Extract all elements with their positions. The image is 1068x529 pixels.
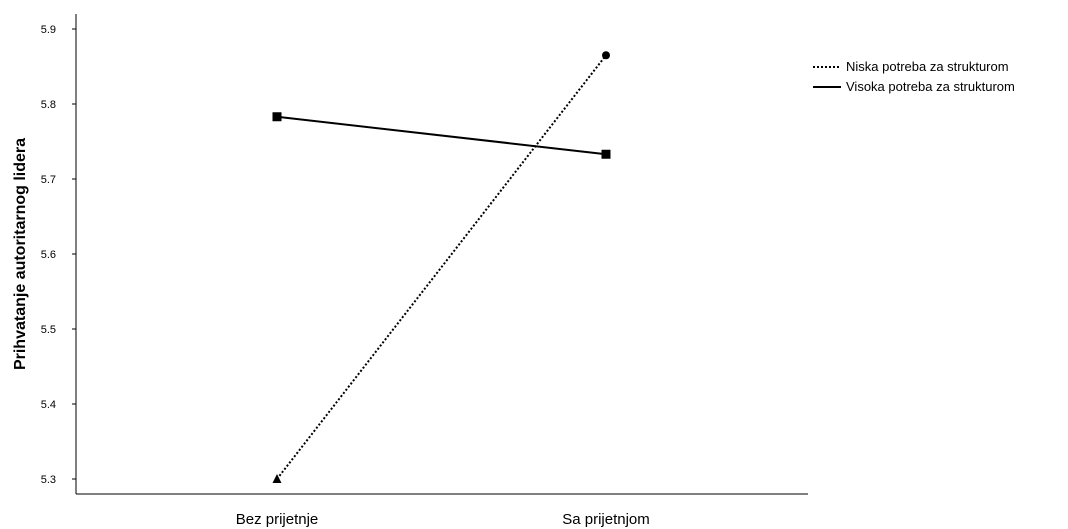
y-tick-label: 5.7 xyxy=(41,174,56,186)
legend: Niska potreba za strukturom Visoka potreb… xyxy=(813,59,1015,94)
y-tick-label: 5.6 xyxy=(41,249,56,261)
series-0 xyxy=(272,51,610,483)
data-point-marker xyxy=(272,474,282,483)
data-point-marker xyxy=(272,112,282,122)
legend-label: Visoka potreba za strukturom xyxy=(846,79,1015,94)
y-tick-label: 5.4 xyxy=(41,399,56,411)
y-axis-title: Prihvatanje autoritarnog lidera xyxy=(12,138,29,370)
series-layer xyxy=(272,51,611,483)
axes xyxy=(75,14,808,495)
x-category-label: Bez prijetnje xyxy=(236,511,319,528)
y-ticks: 5.3 5.4 5.5 5.6 5.7 5.8 5.9 xyxy=(41,24,76,486)
series-line xyxy=(276,115,607,156)
y-tick-label: 5.5 xyxy=(41,324,56,336)
x-category-label: Sa prijetnjom xyxy=(562,511,650,528)
y-tick-label: 5.3 xyxy=(41,474,56,486)
y-tick-label: 5.9 xyxy=(41,24,56,36)
data-point-marker xyxy=(602,51,610,60)
data-point-marker xyxy=(601,149,611,159)
legend-label: Niska potreba za strukturom xyxy=(846,59,1009,74)
series-line xyxy=(276,54,607,480)
y-tick-label: 5.8 xyxy=(41,99,56,111)
x-ticks: Bez prijetnje Sa prijetnjom xyxy=(236,511,650,528)
series-1 xyxy=(272,112,611,159)
